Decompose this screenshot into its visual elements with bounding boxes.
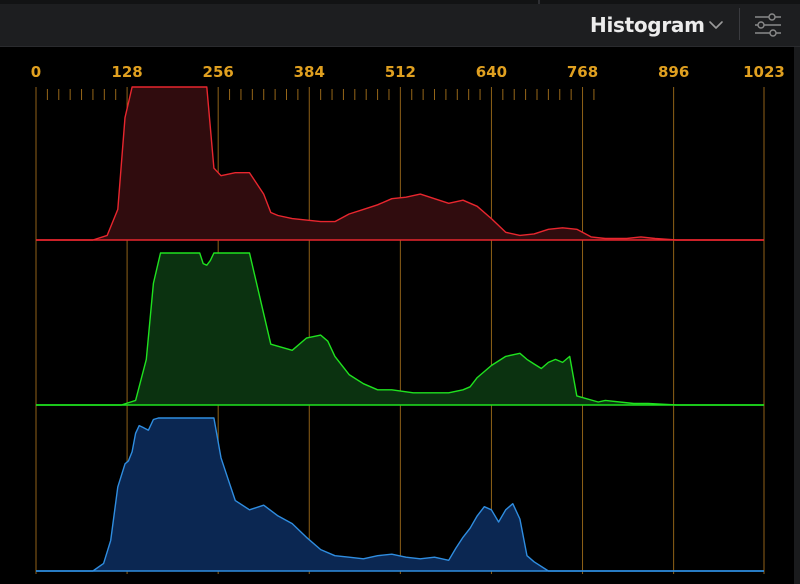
sliders-icon[interactable] bbox=[752, 11, 784, 39]
header-divider bbox=[739, 8, 740, 40]
tick-label-2: 256 bbox=[203, 63, 234, 81]
tick-label-4: 512 bbox=[385, 63, 416, 81]
tick-label-3: 384 bbox=[294, 63, 325, 81]
panel-title[interactable]: Histogram bbox=[590, 13, 705, 37]
green-histogram-area bbox=[36, 253, 764, 405]
tick-label-8: 1023 bbox=[743, 63, 785, 81]
panel-right-border bbox=[794, 47, 800, 584]
red-histogram-area bbox=[36, 87, 764, 240]
green-histogram-line bbox=[36, 252, 764, 406]
blue-histogram-line bbox=[36, 417, 764, 572]
tick-label-0: 0 bbox=[31, 63, 41, 81]
red-histogram-line bbox=[36, 86, 764, 241]
tick-label-7: 896 bbox=[658, 63, 689, 81]
histogram-chart: 0 128 256 384 512 640 768 896 1023 bbox=[31, 63, 785, 574]
top-strip bbox=[0, 0, 800, 4]
panel-header: Histogram bbox=[0, 0, 800, 47]
blue-histogram-area bbox=[36, 418, 764, 571]
top-strip-divider bbox=[538, 0, 540, 4]
tick-label-1: 128 bbox=[111, 63, 142, 81]
tick-label-5: 640 bbox=[476, 63, 507, 81]
tick-label-6: 768 bbox=[567, 63, 598, 81]
chevron-down-icon[interactable] bbox=[706, 14, 726, 36]
